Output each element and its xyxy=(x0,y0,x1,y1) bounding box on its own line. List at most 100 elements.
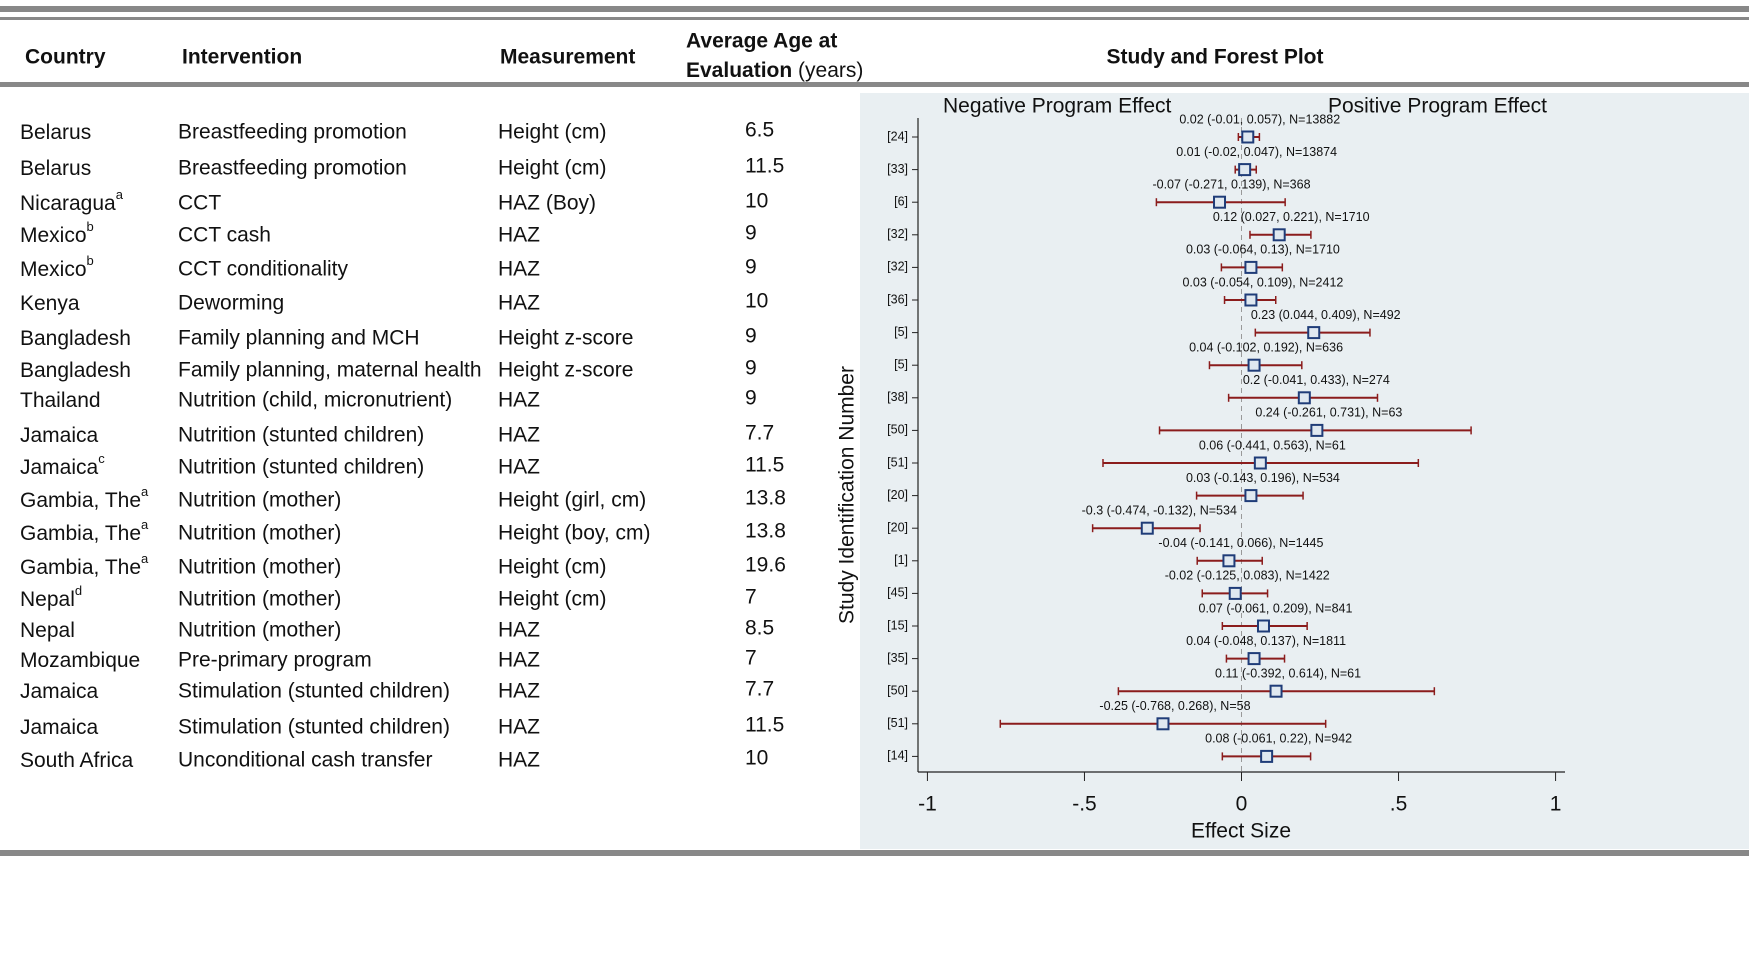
header: Intervention xyxy=(182,46,302,69)
country: Mexicob xyxy=(20,253,94,280)
intervention: CCT xyxy=(178,192,221,215)
country: Gambia, Thea xyxy=(20,517,149,544)
age: 7 xyxy=(745,647,757,670)
country-name: Thailand xyxy=(20,389,101,412)
measurement: HAZ xyxy=(498,716,540,739)
y-tick-label: [36] xyxy=(887,292,908,306)
intervention: Family planning and MCH xyxy=(178,327,420,350)
estimate-marker xyxy=(1244,489,1258,503)
measurement: HAZ xyxy=(498,749,540,772)
y-tick-label: [45] xyxy=(887,586,908,600)
intervention: Nutrition (mother) xyxy=(178,556,341,579)
country-name: Jamaica xyxy=(20,456,99,479)
country-name: Jamaica xyxy=(20,716,99,739)
age: 7.7 xyxy=(745,422,774,445)
age: 10 xyxy=(745,747,768,770)
estimate-marker xyxy=(1297,391,1311,405)
x-tick-label: 1 xyxy=(1550,793,1562,816)
x-tick-label: 0 xyxy=(1236,793,1248,816)
data-label: 0.03 (-0.143, 0.196), N=534 xyxy=(1186,471,1340,485)
y-tick-label: [5] xyxy=(894,357,908,371)
country: Jamaica xyxy=(20,716,99,739)
header-bold: Evaluation xyxy=(686,59,792,82)
country: Gambia, Thea xyxy=(20,484,149,511)
country: Jamaicac xyxy=(20,451,105,478)
measurement: HAZ xyxy=(498,292,540,315)
intervention: CCT conditionality xyxy=(178,258,349,281)
country: Jamaica xyxy=(20,680,99,703)
country-name: Gambia, The xyxy=(20,522,141,545)
age: 13.8 xyxy=(745,487,786,510)
country: Bangladesh xyxy=(20,359,131,382)
country-name: Bangladesh xyxy=(20,359,131,382)
country-name: Gambia, The xyxy=(20,556,141,579)
country-name: Nepal xyxy=(20,619,75,642)
estimate-marker xyxy=(1156,717,1170,731)
country-name: Mexico xyxy=(20,258,87,281)
estimate-marker xyxy=(1222,554,1236,568)
header: Average Age at xyxy=(686,30,837,53)
country-name: Bangladesh xyxy=(20,327,131,350)
y-tick-label: [15] xyxy=(887,618,908,632)
country-name: Mexico xyxy=(20,224,87,247)
y-tick-label: [50] xyxy=(887,683,908,697)
age: 19.6 xyxy=(745,554,786,577)
left-label: Negative Program Effect xyxy=(943,95,1172,118)
measurement: Height (girl, cm) xyxy=(498,489,646,512)
y-tick-label: [35] xyxy=(887,651,908,665)
data-label: 0.04 (-0.048, 0.137), N=1811 xyxy=(1186,634,1346,648)
estimate-marker xyxy=(1307,326,1321,340)
estimate-marker xyxy=(1256,619,1270,633)
measurement: HAZ xyxy=(498,424,540,447)
y-tick-label: [38] xyxy=(887,390,908,404)
data-label: 0.03 (-0.064, 0.13), N=1710 xyxy=(1186,243,1340,257)
footnote-mark: d xyxy=(75,583,82,598)
data-label: -0.04 (-0.141, 0.066), N=1445 xyxy=(1158,536,1323,550)
country: Belarus xyxy=(20,121,91,144)
footnote-mark: a xyxy=(141,551,149,566)
y-tick-label: [1] xyxy=(894,553,908,567)
country: Mexicob xyxy=(20,219,94,246)
measurement: Height (boy, cm) xyxy=(498,522,651,545)
x-axis-title: Effect Size xyxy=(1191,820,1291,843)
country-name: Jamaica xyxy=(20,680,99,703)
country: Jamaica xyxy=(20,424,99,447)
country-name: Nicaragua xyxy=(20,192,116,215)
data-label: 0.07 (-0.061, 0.209), N=841 xyxy=(1199,601,1353,615)
footnote-mark: b xyxy=(87,253,94,268)
estimate-marker xyxy=(1310,423,1324,437)
age: 11.5 xyxy=(745,155,784,178)
country-name: Belarus xyxy=(20,157,91,180)
measurement: HAZ (Boy) xyxy=(498,192,596,215)
y-tick-label: [20] xyxy=(887,520,908,534)
measurement: Height z-score xyxy=(498,359,633,382)
data-label: 0.12 (0.027, 0.221), N=1710 xyxy=(1213,210,1370,224)
y-tick-label: [50] xyxy=(887,423,908,437)
data-label: 0.23 (0.044, 0.409), N=492 xyxy=(1251,308,1401,322)
measurement: HAZ xyxy=(498,258,540,281)
intervention: Nutrition (stunted children) xyxy=(178,424,424,447)
intervention: Nutrition (mother) xyxy=(178,619,341,642)
measurement: Height (cm) xyxy=(498,157,607,180)
estimate-marker xyxy=(1238,163,1252,177)
country: South Africa xyxy=(20,749,134,772)
y-tick-label: [33] xyxy=(887,162,908,176)
data-label: 0.2 (-0.041, 0.433), N=274 xyxy=(1243,373,1390,387)
age: 11.5 xyxy=(745,714,784,737)
chart-title: Study and Forest Plot xyxy=(1106,46,1323,69)
estimate-marker xyxy=(1140,521,1154,535)
country: Gambia, Thea xyxy=(20,551,149,578)
y-tick-label: [6] xyxy=(894,194,908,208)
measurement: Height z-score xyxy=(498,327,633,350)
intervention: Stimulation (stunted children) xyxy=(178,716,450,739)
age: 11.5 xyxy=(745,454,784,477)
estimate-marker xyxy=(1253,456,1267,470)
data-label: -0.25 (-0.768, 0.268), N=58 xyxy=(1099,699,1250,713)
measurement: HAZ xyxy=(498,389,540,412)
intervention: Breastfeeding promotion xyxy=(178,121,407,144)
measurement: HAZ xyxy=(498,456,540,479)
intervention: Nutrition (mother) xyxy=(178,522,341,545)
footnote-mark: b xyxy=(87,219,94,234)
top-rule xyxy=(0,6,1749,12)
data-label: 0.24 (-0.261, 0.731), N=63 xyxy=(1255,406,1402,420)
